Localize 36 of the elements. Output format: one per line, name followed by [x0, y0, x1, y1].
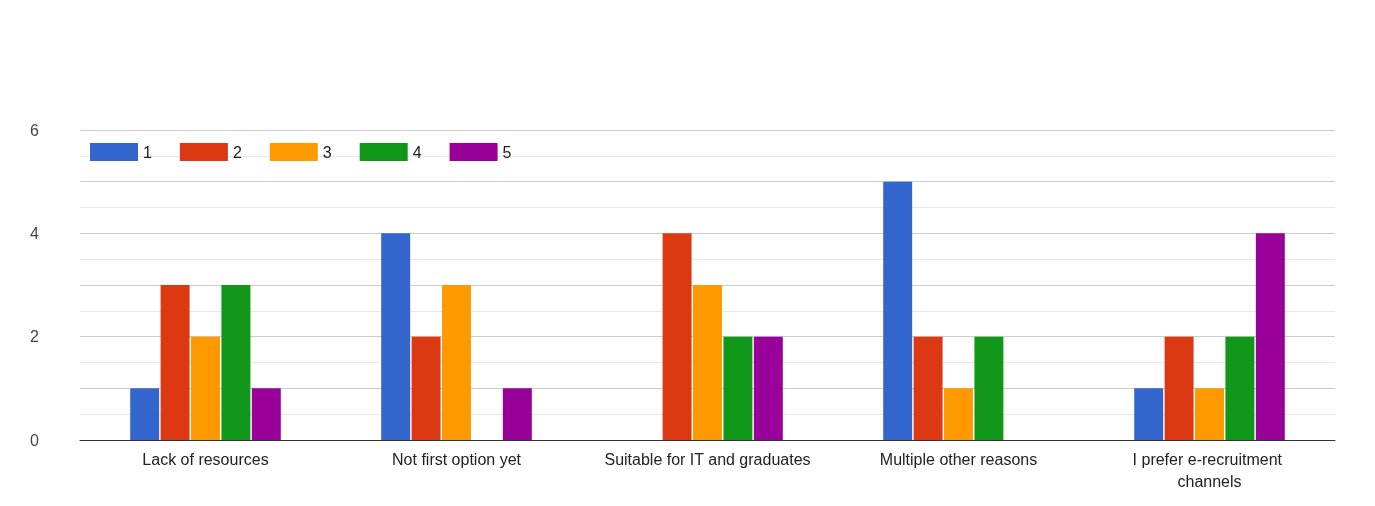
x-tick-label: Lack of resources — [142, 450, 269, 468]
bar — [160, 285, 190, 440]
bar — [411, 336, 441, 440]
x-tick-label: Suitable for IT and graduates — [604, 450, 811, 468]
bar — [753, 336, 783, 440]
x-tick-label: Multiple other reasons — [879, 450, 1038, 468]
bar — [381, 233, 411, 440]
bar — [221, 285, 251, 440]
bar — [502, 388, 532, 440]
bar — [1195, 388, 1224, 440]
bar — [191, 336, 220, 440]
legend-label: 1 — [143, 143, 152, 161]
bar — [130, 388, 160, 440]
y-tick-label: 6 — [30, 121, 39, 139]
bar — [944, 388, 973, 440]
bar — [1255, 233, 1285, 440]
bar — [442, 285, 471, 440]
bar — [883, 181, 913, 440]
y-tick-label: 4 — [30, 224, 39, 242]
y-tick-label: 0 — [30, 431, 39, 449]
bar — [913, 336, 943, 440]
x-tick-label: I prefer e-recruitment channels — [1132, 450, 1287, 490]
legend-label: 4 — [412, 143, 422, 161]
bar — [1225, 336, 1255, 440]
bar — [662, 233, 692, 440]
legend-label: 2 — [232, 143, 242, 161]
bar — [251, 388, 281, 440]
y-tick-label: 2 — [30, 328, 39, 346]
bar — [723, 336, 753, 440]
legend-label: 5 — [502, 143, 512, 161]
bar — [1134, 388, 1164, 440]
bar — [1164, 336, 1194, 440]
bar — [693, 285, 722, 440]
legend-label: 3 — [322, 143, 332, 161]
bar — [974, 336, 1004, 440]
x-tick-label: Not first option yet — [392, 450, 522, 468]
